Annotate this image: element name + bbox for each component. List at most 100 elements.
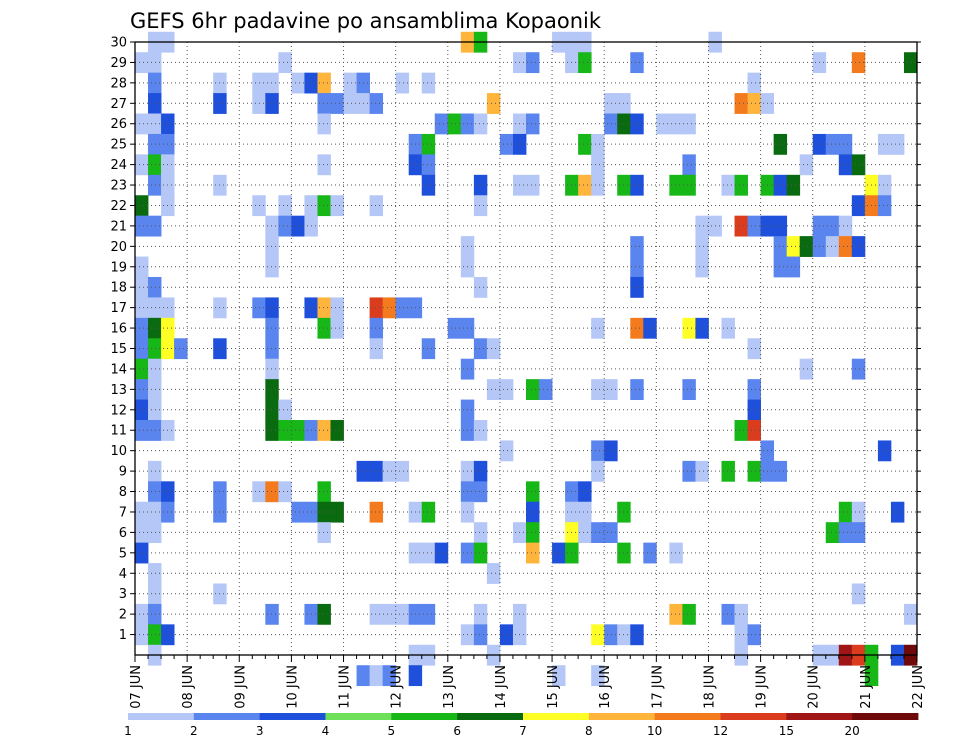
- heatmap-cell: [578, 481, 592, 503]
- heatmap-cell: [552, 665, 566, 687]
- legend-label: 2: [190, 724, 198, 738]
- y-tick-label: 23: [110, 179, 127, 194]
- heatmap-cell: [473, 420, 488, 441]
- heatmap-cell: [630, 276, 644, 298]
- heatmap-cell: [317, 113, 331, 135]
- heatmap-cell: [669, 174, 683, 196]
- heatmap-cell: [838, 236, 853, 257]
- heatmap-cell: [421, 501, 436, 523]
- heatmap-cell: [591, 379, 605, 400]
- heatmap-cell: [890, 501, 905, 523]
- heatmap-cell: [526, 542, 540, 564]
- heatmap-cell: [135, 256, 149, 278]
- heatmap-cell: [526, 522, 540, 544]
- heatmap-cell: [473, 460, 488, 482]
- heatmap-cell: [591, 440, 605, 462]
- heatmap-cell: [578, 522, 592, 544]
- heatmap-cell: [864, 665, 879, 687]
- heatmap-cell: [148, 93, 162, 114]
- heatmap-cell: [499, 379, 514, 400]
- heatmap-cell: [578, 133, 592, 155]
- heatmap-cell: [330, 93, 344, 114]
- heatmap-cell: [695, 236, 709, 257]
- x-tick-label: 16 JUN: [598, 665, 613, 709]
- y-tick-label: 30: [110, 36, 127, 51]
- y-tick-label: 20: [110, 240, 127, 255]
- heatmap-cell: [773, 174, 788, 196]
- heatmap-cell: [851, 154, 866, 176]
- legend-swatch: [654, 713, 721, 720]
- x-tick-label: 19 JUN: [755, 665, 770, 709]
- heatmap-cell: [317, 72, 331, 94]
- heatmap-cell: [786, 174, 801, 196]
- heatmap-cell: [473, 624, 488, 646]
- x-tick-label: 22 JUN: [911, 665, 926, 709]
- heatmap-cell: [526, 481, 540, 503]
- heatmap-cell: [421, 133, 436, 155]
- heatmap-cell: [604, 624, 618, 646]
- legend-label: 12: [713, 724, 728, 738]
- x-tick-label: 15 JUN: [546, 665, 561, 709]
- heatmap-cell: [135, 195, 149, 217]
- heatmap-cell: [838, 154, 853, 176]
- heatmap-cell: [408, 665, 423, 687]
- heatmap-cell: [148, 522, 162, 544]
- heatmap-cell: [135, 317, 149, 339]
- heatmap-cell: [486, 93, 501, 114]
- heatmap-cell: [148, 460, 162, 482]
- heatmap-cell: [799, 358, 814, 380]
- y-tick-label: 25: [110, 138, 127, 153]
- heatmap-cell: [148, 52, 162, 74]
- heatmap-cell: [630, 256, 644, 278]
- heatmap-cell: [669, 542, 683, 564]
- heatmap-cell: [903, 603, 918, 625]
- heatmap-cell: [148, 174, 162, 196]
- chart-title: GEFS 6hr padavine po ansamblima Kopaonik: [130, 9, 602, 33]
- heatmap-cell: [473, 603, 488, 625]
- heatmap-cell: [734, 215, 748, 237]
- heatmap-cell: [473, 174, 488, 196]
- heatmap-cell: [330, 501, 344, 523]
- heatmap-cell: [369, 460, 384, 482]
- heatmap-cell: [148, 338, 162, 360]
- heatmap-cell: [630, 624, 644, 646]
- heatmap-cell: [317, 154, 331, 176]
- heatmap-cell: [747, 93, 761, 114]
- heatmap-cell: [734, 93, 748, 114]
- heatmap-cell: [773, 133, 788, 155]
- heatmap-cell: [604, 379, 618, 400]
- heatmap-cell: [135, 276, 149, 298]
- heatmap-cell: [148, 113, 162, 135]
- heatmap-cell: [591, 522, 605, 544]
- heatmap-cell: [890, 133, 905, 155]
- heatmap-cell: [773, 236, 788, 257]
- heatmap-cell: [265, 256, 279, 278]
- heatmap-cell: [526, 113, 540, 135]
- legend-label: 4: [322, 724, 330, 738]
- heatmap-cell: [421, 72, 436, 94]
- y-tick-label: 10: [110, 444, 127, 459]
- heatmap-cell: [578, 52, 592, 74]
- axes-layer: 1234567891011121314151617181920212223242…: [110, 36, 926, 709]
- x-tick-label: 09 JUN: [233, 665, 248, 709]
- heatmap-cell: [877, 174, 892, 196]
- heatmap-cell: [734, 603, 748, 625]
- heatmap-cell: [447, 113, 462, 135]
- heatmap-cell: [825, 133, 840, 155]
- heatmap-cell: [278, 399, 292, 421]
- heatmap-cell: [278, 215, 292, 237]
- y-tick-label: 7: [119, 505, 127, 520]
- heatmap-cell: [539, 379, 553, 400]
- heatmap-cell: [265, 236, 279, 257]
- heatmap-cell: [369, 93, 384, 114]
- legend-swatch: [523, 713, 590, 720]
- y-tick-label: 3: [119, 587, 127, 602]
- x-tick-label: 10 JUN: [285, 665, 300, 709]
- heatmap-cell: [135, 420, 149, 441]
- heatmap-cell: [135, 154, 149, 176]
- y-tick-label: 14: [110, 362, 127, 377]
- legend-label: 20: [845, 724, 860, 738]
- legend-swatch: [457, 713, 524, 720]
- heatmap-cell: [786, 236, 801, 257]
- heatmap-cell: [747, 72, 761, 94]
